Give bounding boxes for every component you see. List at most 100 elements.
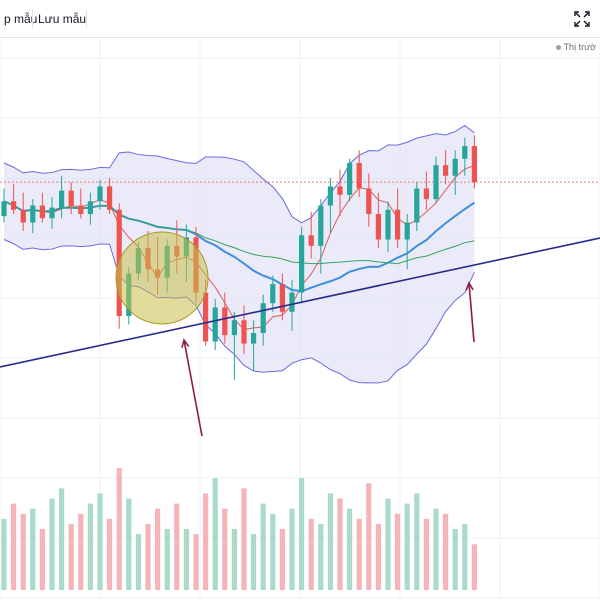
candle-body [203, 292, 209, 342]
price-chart[interactable] [0, 38, 600, 600]
volume-bar [30, 508, 36, 590]
volume-bar [203, 493, 209, 590]
candle-body [356, 163, 362, 189]
volume-bar [39, 529, 45, 590]
candle-body [279, 284, 285, 312]
volume-bar [78, 513, 84, 590]
candle-body [231, 320, 237, 336]
candle-body [251, 333, 257, 344]
candle-body [289, 292, 295, 312]
candle-body [97, 186, 103, 202]
market-legend[interactable]: Thị trườ [555, 42, 596, 52]
annotations [0, 231, 600, 437]
volume-bar [107, 518, 113, 590]
volume-bar [318, 523, 324, 590]
volume-bar [385, 498, 391, 590]
band-lower-line [3, 239, 475, 384]
volume-bar [222, 508, 228, 590]
volume-bar [452, 529, 458, 590]
candle-body [39, 205, 45, 219]
candle-body [260, 303, 266, 333]
candle-body [318, 205, 324, 246]
volume-bar [375, 523, 381, 590]
toolbar-divider [32, 10, 33, 28]
volume-bar [164, 529, 170, 590]
candle-body [462, 146, 468, 159]
fullscreen-icon[interactable] [572, 9, 592, 29]
volume-bar [135, 534, 141, 590]
template-button[interactable]: p mẫu [4, 12, 38, 26]
volume-bar [270, 513, 276, 590]
volume-bar [174, 503, 180, 590]
candle-body [11, 201, 17, 210]
candle-body [337, 186, 343, 195]
candle-body [20, 209, 26, 223]
annotation-arrow-left [183, 339, 203, 437]
market-legend-label: Thị trườ [563, 42, 596, 52]
volume-bar [443, 513, 449, 590]
candle-body [78, 205, 84, 214]
candle-body [414, 188, 420, 223]
volume-bar [126, 498, 132, 590]
volume-bars [1, 468, 477, 590]
candle-body [471, 146, 477, 183]
candle-body [452, 158, 458, 176]
volume-bar [423, 518, 429, 590]
volume-bar [87, 503, 93, 590]
candle-body [87, 201, 93, 214]
volume-bar [59, 488, 65, 590]
legend-dot-icon [555, 45, 561, 51]
candle-body [1, 201, 7, 217]
highlight-circle [115, 231, 209, 325]
candle-body [270, 284, 276, 304]
candle-body [327, 186, 333, 206]
volume-bar [471, 544, 477, 590]
volume-bar [49, 498, 55, 590]
volume-bar [155, 508, 161, 590]
candle-body [366, 188, 372, 214]
volume-bar [116, 468, 122, 590]
candle-body [395, 209, 401, 240]
volume-bar [347, 508, 353, 590]
candle-body [423, 188, 429, 200]
candle-body [347, 163, 353, 195]
candle-body [308, 235, 314, 246]
volume-bar [183, 529, 189, 590]
volume-bar [279, 529, 285, 590]
candle-body [241, 320, 247, 344]
chart-toolbar: p mẫu Lưu mẫu [0, 0, 600, 38]
support-trendline [0, 237, 600, 368]
candle-body [30, 205, 36, 223]
volume-bar [395, 513, 401, 590]
volume-bar [260, 503, 266, 590]
volume-bar [11, 503, 17, 590]
candlesticks [1, 135, 477, 380]
candle-body [59, 190, 65, 208]
annotation-arrow-right [468, 282, 475, 343]
candle-body [49, 207, 55, 219]
volume-bar [337, 498, 343, 590]
candle-body [404, 222, 410, 240]
volume-bar [404, 503, 410, 590]
volume-bar [97, 493, 103, 590]
annotation-arrow-left-head [181, 338, 190, 348]
volume-bar [433, 508, 439, 590]
candle-body [222, 307, 228, 336]
annotation-arrow-right-head [465, 281, 474, 291]
volume-bar [68, 523, 74, 590]
band-upper-line [3, 124, 475, 224]
volume-bar [241, 488, 247, 590]
volume-bar [414, 493, 420, 590]
toolbar-divider [86, 10, 87, 28]
volume-bar [299, 478, 305, 590]
volume-bar [308, 518, 314, 590]
save-template-button[interactable]: Lưu mẫu [38, 12, 87, 26]
candle-body [375, 214, 381, 240]
candle-body [433, 165, 439, 200]
volume-bar [289, 508, 295, 590]
volume-bar [145, 523, 151, 590]
candle-body [107, 186, 113, 210]
candle-body [68, 190, 74, 206]
volume-bar [462, 523, 468, 590]
volume-bar [212, 478, 218, 590]
